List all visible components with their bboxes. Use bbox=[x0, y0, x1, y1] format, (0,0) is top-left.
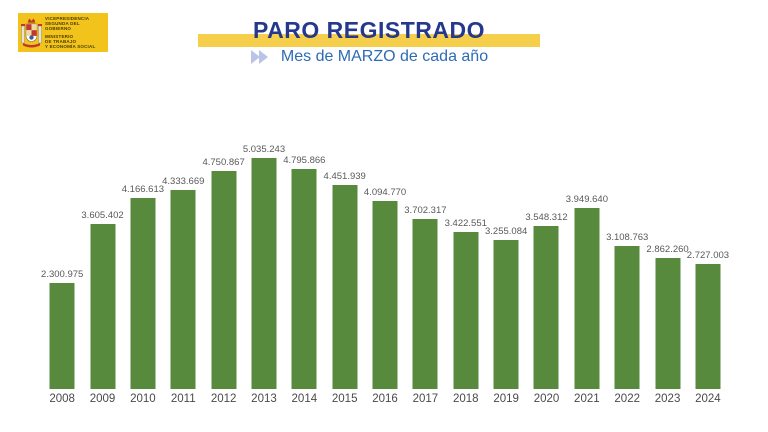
x-axis-label: 2016 bbox=[372, 393, 398, 405]
bar-2016 bbox=[372, 201, 398, 389]
spain-coat-of-arms-icon bbox=[21, 18, 42, 47]
chart-column-2015: 4.451.939 2015 bbox=[323, 158, 366, 405]
x-axis-label: 2013 bbox=[251, 393, 277, 405]
chart-subtitle-row: Mes de MARZO de cada año bbox=[198, 48, 540, 66]
x-axis-label: 2011 bbox=[170, 393, 196, 405]
chart-column-2018: 3.422.551 2018 bbox=[444, 158, 487, 405]
x-axis-label: 2012 bbox=[210, 393, 237, 405]
x-axis-label: 2021 bbox=[574, 393, 600, 405]
x-axis-label: 2018 bbox=[452, 393, 479, 405]
bar-value-label: 3.255.084 bbox=[484, 225, 528, 237]
bar-value-label: 3.548.312 bbox=[525, 212, 568, 224]
chart-column-2014: 4.795.866 2014 bbox=[283, 155, 326, 405]
bar-value-label: 2.300.975 bbox=[41, 269, 84, 281]
chart-column-2010: 4.166.613 2010 bbox=[121, 158, 165, 405]
chart-column-2020: 3.548.312 2020 bbox=[525, 158, 568, 405]
chart-column-2021: 3.949.640 2021 bbox=[565, 158, 608, 405]
bar-2012 bbox=[211, 171, 237, 389]
bar-2009 bbox=[90, 223, 116, 389]
logo-text-line: Y ECONOMÍA SOCIAL bbox=[45, 44, 96, 49]
bar-2022 bbox=[614, 246, 640, 389]
bar-2021 bbox=[574, 207, 600, 389]
bar-value-label: 3.108.763 bbox=[606, 232, 649, 244]
x-axis-label: 2020 bbox=[533, 393, 560, 405]
chart-column-2013: 5.035.243 2013 bbox=[243, 144, 285, 405]
logo-text-line: VICEPRESIDENCIA bbox=[45, 16, 90, 21]
x-axis-label: 2024 bbox=[695, 393, 721, 405]
bar-2011 bbox=[170, 190, 196, 389]
x-axis-label: 2022 bbox=[614, 393, 640, 405]
bar-chart: 2.300.975 2008 3.605.402 2009 4.166.613 2010 4… bbox=[41, 144, 730, 405]
bar-value-label: 4.333.669 bbox=[162, 176, 205, 188]
bar-2014 bbox=[291, 169, 317, 389]
bar-value-label: 4.795.866 bbox=[283, 155, 326, 166]
bar-value-label: 5.035.243 bbox=[242, 144, 286, 155]
bar-2018 bbox=[453, 232, 479, 389]
bar-value-label: 3.949.640 bbox=[565, 193, 608, 205]
bar-2015 bbox=[332, 184, 358, 389]
government-logo: VICEPRESIDENCIA SEGUNDA DEL GOBIERNO MIN… bbox=[18, 13, 108, 52]
x-axis-label: 2023 bbox=[654, 393, 681, 405]
logo-text-line: DE TRABAJO bbox=[45, 39, 77, 44]
chart-column-2019: 3.255.084 2019 bbox=[484, 158, 528, 405]
bar-value-label: 3.702.317 bbox=[404, 205, 447, 217]
title-highlight-band bbox=[198, 34, 540, 47]
chart-column-2016: 4.094.770 2016 bbox=[363, 158, 407, 405]
bar-value-label: 3.605.402 bbox=[81, 209, 124, 221]
chart-column-2023: 2.862.260 2023 bbox=[646, 158, 689, 405]
chart-column-2022: 3.108.763 2022 bbox=[606, 158, 649, 405]
logo-text-line: MINISTERIO bbox=[45, 34, 74, 39]
bar-value-label: 2.862.260 bbox=[646, 243, 689, 255]
bar-2023 bbox=[655, 257, 681, 389]
x-axis-label: 2015 bbox=[331, 393, 358, 405]
bar-value-label: 4.451.939 bbox=[323, 170, 366, 182]
chart-column-2017: 3.702.317 2017 bbox=[404, 158, 447, 405]
x-axis-label: 2009 bbox=[89, 393, 116, 405]
x-axis-label: 2017 bbox=[412, 393, 439, 405]
bar-value-label: 4.750.867 bbox=[202, 157, 245, 168]
x-axis-label: 2008 bbox=[49, 393, 75, 405]
logo-text: VICEPRESIDENCIA SEGUNDA DEL GOBIERNO MIN… bbox=[45, 16, 105, 49]
bar-2013 bbox=[251, 158, 277, 389]
bar-value-label: 4.094.770 bbox=[363, 187, 407, 199]
bar-2019 bbox=[493, 239, 519, 389]
chart-column-2008: 2.300.975 2008 bbox=[41, 158, 84, 405]
chart-column-2024: 2.727.003 2024 bbox=[686, 158, 730, 405]
bar-2008 bbox=[49, 283, 75, 389]
double-chevron-icon bbox=[250, 50, 268, 64]
chart-column-2011: 4.333.669 2011 bbox=[162, 158, 205, 405]
logo-text-line: SEGUNDA DEL GOBIERNO bbox=[45, 21, 80, 31]
x-axis-label: 2010 bbox=[130, 393, 156, 405]
bar-2010 bbox=[130, 197, 156, 389]
bar-value-label: 3.422.551 bbox=[444, 218, 487, 229]
bar-2017 bbox=[412, 219, 438, 389]
page-title: PARO REGISTRADO bbox=[253, 17, 485, 43]
x-axis-label: 2014 bbox=[291, 393, 318, 405]
bar-value-label: 2.727.003 bbox=[686, 249, 730, 261]
x-axis-label: 2019 bbox=[493, 393, 519, 405]
chart-column-2012: 4.750.867 2012 bbox=[202, 157, 245, 405]
bar-2020 bbox=[533, 226, 559, 389]
bar-2024 bbox=[695, 263, 721, 389]
chart-column-2009: 3.605.402 2009 bbox=[81, 158, 124, 405]
bar-value-label: 4.166.613 bbox=[121, 183, 165, 195]
chart-subtitle: Mes de MARZO de cada año bbox=[280, 48, 489, 65]
